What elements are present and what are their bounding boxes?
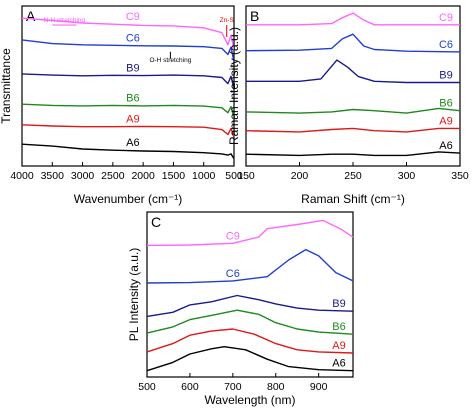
x-tick-label: 3500 bbox=[41, 170, 65, 182]
x-axis-label: Wavenumber (cm⁻¹) bbox=[74, 192, 183, 206]
x-axis-label: Raman Shift (cm⁻¹) bbox=[301, 192, 405, 206]
series-label-a6: A6 bbox=[126, 137, 139, 149]
x-tick-label: 2500 bbox=[101, 170, 125, 182]
x-tick-label: 3000 bbox=[71, 170, 95, 182]
annotation: N-H stretching bbox=[44, 17, 86, 24]
panel-letter: A bbox=[26, 8, 36, 24]
x-tick-label: 500 bbox=[225, 170, 243, 182]
panel-c: C 500 600 700 800 900 Wavelength (nm) PL Intens… bbox=[127, 211, 354, 407]
series-label-b6: B6 bbox=[126, 92, 139, 104]
x-tick-label: 350 bbox=[451, 170, 469, 182]
series-label-c9: C9 bbox=[226, 230, 240, 242]
plot-frame bbox=[146, 211, 354, 378]
series-line-c9 bbox=[246, 12, 460, 26]
annotation: Zn-S bbox=[220, 17, 235, 24]
x-tick-label: 2000 bbox=[131, 170, 155, 182]
x-axis-label: Wavelength (nm) bbox=[205, 393, 296, 407]
x-tick-label: 4000 bbox=[10, 170, 34, 182]
series-line-c9 bbox=[21, 17, 235, 50]
series-label-a9: A9 bbox=[439, 115, 452, 127]
series-line-b9 bbox=[146, 294, 354, 318]
x-tick-label: 300 bbox=[398, 170, 416, 182]
series-line-c6 bbox=[21, 39, 235, 62]
series-line-a6 bbox=[245, 151, 461, 157]
x-tick-label: 500 bbox=[138, 381, 156, 393]
series-line-a9 bbox=[245, 127, 460, 133]
series-label-a9: A9 bbox=[332, 340, 345, 352]
series-label-b9: B9 bbox=[126, 62, 139, 74]
series-label-c6: C6 bbox=[226, 268, 240, 280]
series-line-c9 bbox=[146, 219, 354, 247]
x-tick-label: 800 bbox=[267, 381, 285, 393]
panel-b: B 150 200 250 300 350 Raman Shift (cm⁻¹) Raman … bbox=[227, 5, 469, 206]
series-label-c9: C9 bbox=[126, 11, 140, 23]
series-label-b9: B9 bbox=[439, 69, 452, 81]
series-label-c9: C9 bbox=[439, 12, 453, 24]
plot-frame bbox=[245, 5, 461, 167]
series-label-b9: B9 bbox=[332, 298, 345, 310]
series-label-c6: C6 bbox=[126, 32, 140, 44]
series-line-a9 bbox=[21, 124, 235, 138]
series-label-c6: C6 bbox=[439, 39, 453, 51]
series-line-a6 bbox=[146, 346, 354, 372]
series-line-c6 bbox=[245, 33, 461, 53]
series-label-a6: A6 bbox=[439, 140, 452, 152]
series-line-b6 bbox=[146, 309, 354, 335]
series-line-b6 bbox=[21, 103, 235, 118]
x-tick-label: 900 bbox=[310, 381, 328, 393]
series-label-b6: B6 bbox=[332, 321, 345, 333]
series-line-b9 bbox=[21, 73, 235, 89]
panel-letter: B bbox=[250, 8, 259, 24]
y-axis-label: Transmittance bbox=[0, 48, 13, 124]
annotation: O-H stretching bbox=[149, 57, 191, 64]
y-axis-label: Raman Intensity (a.u.) bbox=[227, 27, 241, 145]
y-axis-label: PL Intensity (a.u.) bbox=[127, 248, 141, 342]
x-tick-label: 1000 bbox=[192, 170, 216, 182]
series-line-b6 bbox=[245, 107, 461, 114]
series-line-c6 bbox=[146, 248, 354, 284]
x-tick-label: 1500 bbox=[162, 170, 186, 182]
series-line-b9 bbox=[246, 59, 460, 84]
x-tick-label: 700 bbox=[224, 381, 242, 393]
x-tick-label: 250 bbox=[344, 170, 362, 182]
x-tick-label: 200 bbox=[291, 170, 309, 182]
x-tick-label: 600 bbox=[181, 381, 199, 393]
series-label-a6: A6 bbox=[332, 358, 345, 370]
panel-a: A 4000 3500 3000 2500 2000 1500 1000 500 Wavenumb… bbox=[0, 5, 243, 206]
x-tick-label: 150 bbox=[237, 170, 255, 182]
series-label-b6: B6 bbox=[439, 98, 452, 110]
series-line-a9 bbox=[146, 328, 354, 354]
series-label-a9: A9 bbox=[126, 114, 139, 126]
series-line-a6 bbox=[21, 143, 235, 160]
panel-letter: C bbox=[151, 214, 161, 230]
